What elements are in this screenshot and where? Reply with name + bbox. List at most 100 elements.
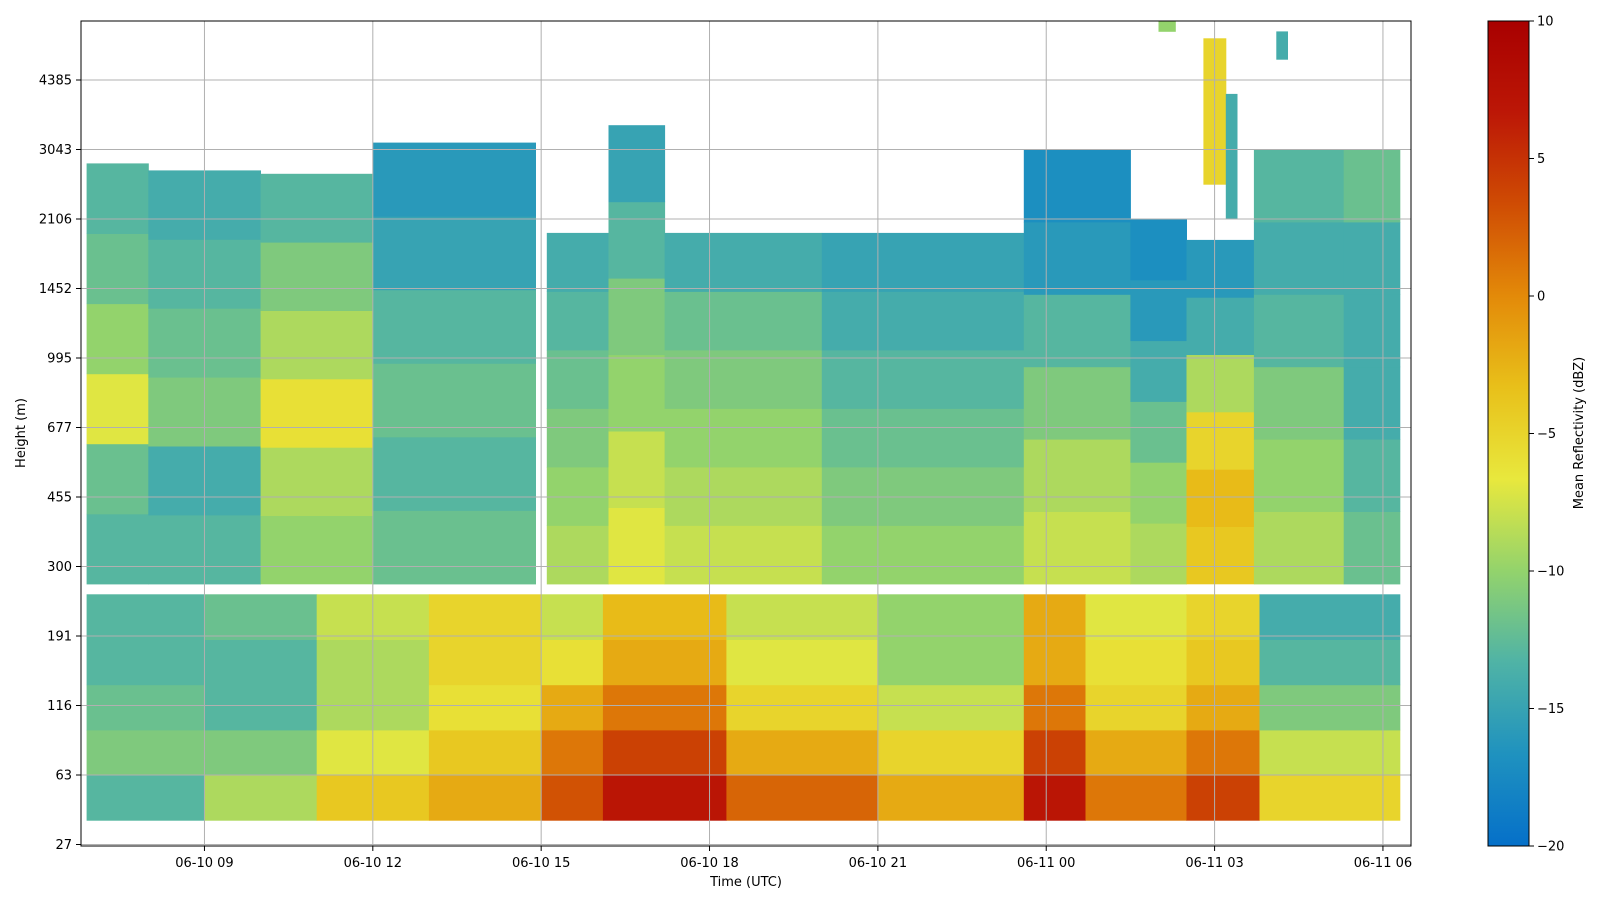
upper-gate-column-cell (1343, 294, 1401, 368)
lower-gate-column-cell (86, 684, 205, 731)
y-tick-label: 677 (47, 421, 72, 436)
upper-gate-column-cell (1253, 294, 1345, 368)
upper-gate-column-cell (821, 349, 1025, 409)
y-tick-label: 1452 (39, 282, 72, 297)
y-tick-label: 116 (47, 699, 72, 714)
upper-gate-column-cell (546, 291, 609, 351)
x-tick-label: 06-10 09 (175, 856, 233, 871)
upper-gate-column-cell (86, 233, 149, 305)
lower-gate-column-cell (726, 684, 879, 731)
lower-gate-column-cell (1023, 639, 1086, 686)
upper-gate-column-cell (260, 242, 374, 311)
lower-gate-column-cell (1259, 684, 1401, 731)
upper-gate-column-cell (372, 436, 536, 511)
x-tick-label: 06-10 12 (344, 856, 402, 871)
lower-gate-column-cell (1085, 594, 1187, 640)
lower-gate-column-cell (541, 775, 604, 821)
upper-gate-column-cell (664, 232, 823, 292)
upper-gate-column-cell (372, 216, 536, 291)
x-tick-label: 06-11 03 (1185, 856, 1243, 871)
lower-gate-column-cell (1259, 729, 1401, 776)
lower-gate-column (541, 594, 604, 821)
lower-gate-column-cell (602, 729, 727, 776)
upper-gate-column-cell (1130, 523, 1187, 585)
upper-gate-column-cell (821, 408, 1025, 468)
upper-gate-column-cell (86, 513, 149, 585)
lower-gate-column-cell (204, 729, 318, 776)
lower-gate-column-cell (877, 594, 1025, 640)
upper-gate-column-cell (664, 525, 823, 585)
lower-gate-column-cell (602, 594, 727, 640)
upper-gate-column-cell (1186, 239, 1255, 298)
upper-gate-column-cell (1186, 469, 1255, 527)
upper-gate-column (821, 232, 1025, 585)
upper-gate-column (260, 173, 374, 585)
lower-gate-column (1023, 594, 1086, 821)
upper-gate-column-cell (608, 354, 666, 432)
lower-gate-column-cell (1259, 639, 1401, 686)
colorbar (1487, 20, 1530, 847)
colorbar-tick-label: 10 (1537, 15, 1554, 30)
upper-gate-column-cell (86, 163, 149, 234)
lower-gate-column-cell (1085, 639, 1187, 686)
y-axis-label: Height (m) (14, 398, 29, 468)
upper-gate-column-cell (260, 310, 374, 380)
colorbar-tick-label: −5 (1537, 427, 1556, 442)
upper-gate-column-cell (86, 303, 149, 375)
colorbar-label: Mean Reflectivity (dBZ) (1572, 357, 1587, 510)
upper-gate-column-cell (664, 291, 823, 351)
lower-gate-column-cell (1186, 729, 1260, 776)
upper-gate-column-cell (372, 142, 536, 217)
upper-gate-column (86, 163, 149, 585)
lower-gate-column-cell (1023, 775, 1086, 821)
lower-gate-column-cell (86, 729, 205, 776)
lower-gate-column (428, 594, 542, 821)
upper-gate-column-cell (1023, 294, 1131, 368)
lower-gate-column-cell (726, 639, 879, 686)
cloud-plume (1276, 31, 1288, 60)
upper-gate-column-cell (1343, 149, 1401, 223)
lower-gate-column (204, 594, 318, 821)
upper-gate-column-cell (1186, 297, 1255, 355)
upper-gate-column-cell (260, 378, 374, 448)
lower-gate-column-cell (877, 729, 1025, 776)
upper-gate-column-cell (821, 525, 1025, 585)
lower-gate-column-cell (428, 594, 542, 640)
lower-gate-column (726, 594, 879, 821)
upper-gate-column-cell (546, 232, 609, 292)
upper-gate-column-cell (372, 363, 536, 438)
lower-gate-column-cell (1186, 594, 1260, 640)
colorbar-tick-label: 5 (1537, 152, 1545, 167)
cloud-plume (1225, 93, 1238, 220)
upper-gate-column (1253, 149, 1345, 585)
x-tick-label: 06-10 18 (680, 856, 738, 871)
x-tick-label: 06-11 00 (1017, 856, 1075, 871)
upper-gate-column-cell (821, 291, 1025, 351)
lower-gate-column-cell (1259, 594, 1401, 640)
grid-lines (81, 21, 1411, 846)
y-tick-label: 300 (47, 560, 72, 575)
upper-gate-column-cell (546, 408, 609, 468)
upper-gate-column-cell (546, 525, 609, 585)
lower-gate-column-cell (541, 594, 604, 640)
upper-gate-column-cell (1130, 401, 1187, 463)
upper-gate-column-cell (1186, 526, 1255, 585)
upper-gate-column-cell (1343, 221, 1401, 295)
plot-frame (80, 20, 1412, 847)
lower-gate-column (877, 594, 1025, 821)
upper-gate-column-cell (1253, 511, 1345, 585)
x-axis-label: Time (UTC) (709, 875, 782, 890)
upper-gate-column-cell (1186, 354, 1255, 413)
cloud-plume-cell (1276, 31, 1288, 60)
upper-gate-column-cell (260, 447, 374, 516)
upper-gate-column (1186, 239, 1255, 585)
lower-gate-column-cell (428, 775, 542, 821)
lower-gate-column-cell (1085, 729, 1187, 776)
lower-gate-column (1186, 594, 1260, 821)
lower-gate-column-cell (1186, 775, 1260, 821)
upper-gate-column-cell (608, 507, 666, 585)
y-tick-label: 3043 (39, 143, 72, 158)
upper-gate-column-cell (372, 510, 536, 585)
upper-gate-column-cell (546, 466, 609, 526)
